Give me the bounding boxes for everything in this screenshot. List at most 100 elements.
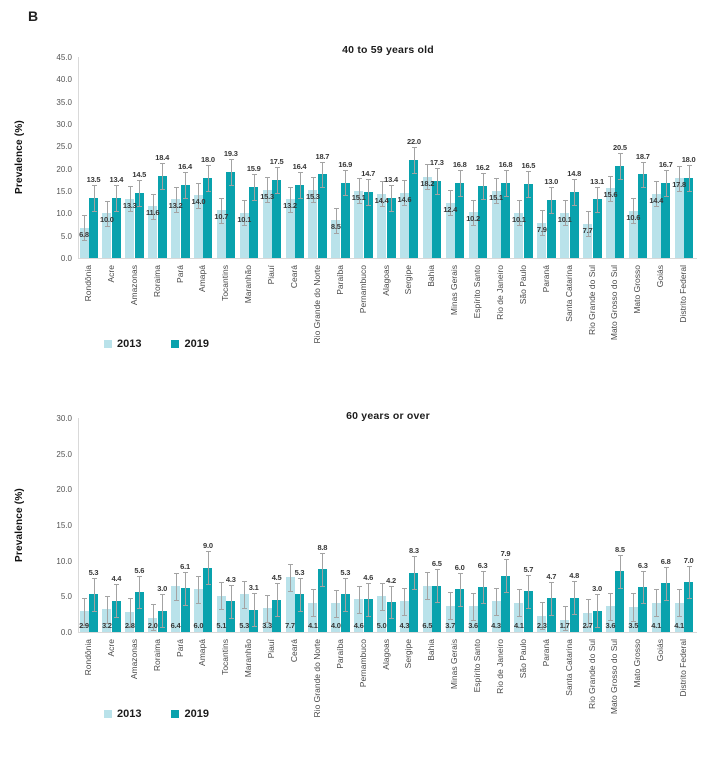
error-bar-2013-bahia <box>427 572 429 600</box>
error-bar-2013-sergipe <box>404 180 406 206</box>
error-bar-cap-top <box>173 186 179 188</box>
error-bar-2013-rio-de-janeiro <box>496 178 497 204</box>
error-bar-2019-para <box>185 572 187 605</box>
error-bar-2013-alagoas <box>381 181 383 207</box>
value-label-2019-espirito-santo: 6.3 <box>477 560 488 570</box>
error-bar-2013-rio-de-janeiro <box>496 587 497 615</box>
y-axis-title: Prevalence (%) <box>14 488 25 562</box>
bar-2013-sao-paulo <box>514 602 524 632</box>
value-label-2013-pernambuco: 4.6 <box>353 621 364 630</box>
error-bar-cap-bottom <box>288 211 293 213</box>
error-bar-cap-bottom <box>160 627 166 628</box>
error-bar-cap-top <box>82 597 87 599</box>
value-label-2019-acre: 4.4 <box>111 574 122 584</box>
value-label-2013-amapa: 6.0 <box>193 621 204 630</box>
value-label-2019-pernambuco: 4.6 <box>363 572 374 582</box>
error-bar-cap-bottom <box>82 240 87 242</box>
value-label-2013-paraiba: 8.5 <box>330 222 341 232</box>
bar-2013-pernambuco <box>354 599 364 632</box>
x-label-para: Pará <box>174 639 185 657</box>
bar-2019-ceara <box>295 594 304 632</box>
bar-2019-para <box>180 588 190 632</box>
value-label-2019-mato-grosso: 18.7 <box>635 151 650 161</box>
error-bar-2019-pernambuco <box>368 582 370 616</box>
bar-2019-rondonia <box>89 197 98 258</box>
bar-2013-distrito-federal <box>674 178 684 258</box>
error-bar-cap-bottom <box>631 223 637 225</box>
bar-2019-para <box>180 184 190 258</box>
error-bar-cap-top <box>173 572 179 574</box>
error-bar-cap-bottom <box>686 190 692 192</box>
value-label-2013-espirito-santo: 10.2 <box>466 214 481 224</box>
error-bar-cap-top <box>242 580 248 582</box>
error-bar-cap-top <box>183 171 189 173</box>
x-label-rondonia: Rondônia <box>83 639 93 676</box>
error-bar-cap-top <box>516 200 522 202</box>
value-label-2013-piaui: 15.3 <box>260 191 275 201</box>
x-label-alagoas: Alagoas <box>380 639 391 670</box>
bar-2019-mato-grosso <box>638 174 648 258</box>
error-bar-cap-top <box>526 574 532 576</box>
error-bar-cap-bottom <box>494 203 499 205</box>
error-bar-cap-bottom <box>411 172 417 174</box>
value-label-2019-paraiba: 5.3 <box>340 567 351 577</box>
error-bar-cap-bottom <box>242 607 248 609</box>
value-label-2019-parana: 4.7 <box>546 572 557 582</box>
x-axis-line <box>78 258 697 259</box>
bar-2019-sao-paulo <box>523 591 533 632</box>
error-bar-2019-paraiba <box>345 577 347 611</box>
value-label-2013-tocantins: 10.7 <box>214 212 229 222</box>
bar-2013-bahia <box>422 585 432 632</box>
y-tick-label: 25.0 <box>56 142 72 152</box>
error-bar-cap-bottom <box>265 202 271 204</box>
error-bar-cap-bottom <box>320 187 326 189</box>
error-bar-cap-bottom <box>297 610 303 612</box>
error-bar-cap-bottom <box>251 199 257 201</box>
value-label-2013-alagoas: 14.4 <box>374 195 389 205</box>
error-bar-cap-top <box>654 589 660 591</box>
bar-2013-rio-grande-do-norte <box>308 602 318 632</box>
error-bar-cap-bottom <box>585 626 591 628</box>
value-label-2013-mato-grosso: 3.5 <box>628 621 639 630</box>
error-bar-cap-top <box>411 556 417 558</box>
value-label-2019-amazonas: 5.6 <box>134 565 145 575</box>
bar-2019-amapa <box>203 177 213 258</box>
error-bar-cap-bottom <box>343 610 349 612</box>
error-bar-cap-bottom <box>402 614 408 616</box>
error-bar-cap-top <box>160 594 166 596</box>
error-bar-cap-bottom <box>127 625 133 627</box>
bar-2019-ceara <box>295 184 304 258</box>
x-label-paraiba: Paraíba <box>334 639 345 669</box>
error-bar-cap-top <box>526 171 532 173</box>
legend: 2013 2019 <box>104 338 209 350</box>
value-label-2019-rio-grande-do-norte: 18.7 <box>315 151 330 161</box>
error-bar-cap-top <box>91 184 97 186</box>
y-tick-label: 30.0 <box>56 120 72 129</box>
legend-label-2019: 2019 <box>184 708 209 720</box>
bar-2019-paraiba <box>340 182 350 258</box>
value-label-2019-ceara: 16.4 <box>292 161 307 171</box>
value-label-2013-ceara: 7.7 <box>285 621 295 630</box>
error-bar-2019-sergipe <box>413 556 415 590</box>
error-bar-cap-top <box>562 200 568 202</box>
error-bar-2019-mato-grosso-do-sul <box>619 554 621 588</box>
error-bar-2019-paraiba <box>345 169 347 196</box>
error-bar-2013-piaui <box>267 177 269 203</box>
error-bar-2013-roraima <box>152 193 154 219</box>
x-label-bahia: Bahia <box>426 639 437 661</box>
value-label-2019-pernambuco: 14.7 <box>361 169 376 179</box>
error-bar-cap-bottom <box>274 616 280 618</box>
bar-2019-piaui <box>272 179 282 258</box>
value-label-2013-piaui: 3.3 <box>262 621 273 630</box>
error-bar-cap-bottom <box>310 202 316 204</box>
error-bar-cap-bottom <box>572 204 578 206</box>
bar-2013-acre <box>102 213 112 258</box>
error-bar-cap-bottom <box>516 616 522 618</box>
error-bar-cap-bottom <box>526 197 532 199</box>
x-label-ceara: Ceará <box>289 639 299 663</box>
legend-item-2019: 2019 <box>171 708 209 720</box>
value-label-2013-acre: 3.2 <box>101 621 112 630</box>
error-bar-2013-mato-grosso-do-sul <box>610 592 612 620</box>
error-bar-cap-top <box>219 197 225 199</box>
error-bar-cap-bottom <box>572 614 578 616</box>
